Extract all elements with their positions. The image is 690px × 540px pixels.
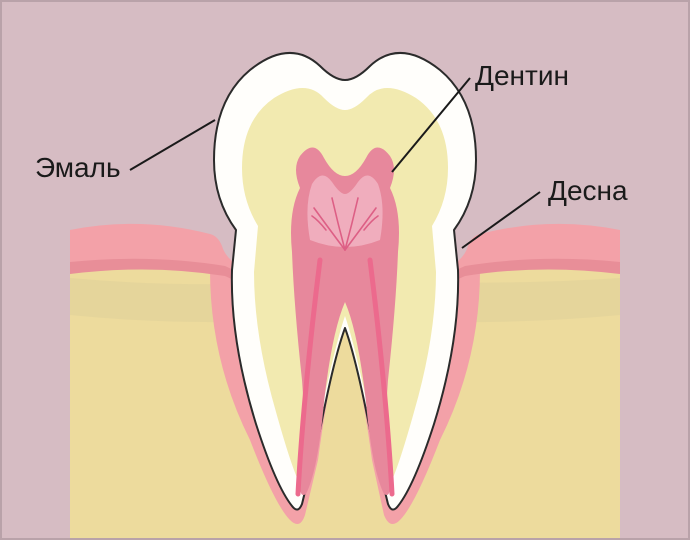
tooth-anatomy-diagram: Эмаль Дентин Десна — [0, 0, 690, 540]
diagram-svg — [0, 0, 690, 540]
label-enamel: Эмаль — [35, 152, 121, 184]
label-gum: Десна — [548, 175, 628, 207]
label-dentin: Дентин — [475, 60, 569, 92]
